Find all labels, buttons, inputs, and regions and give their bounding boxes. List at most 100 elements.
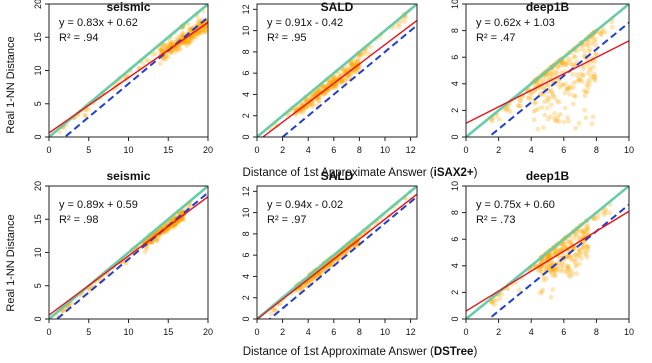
data-point bbox=[579, 79, 585, 84]
data-point bbox=[307, 279, 312, 285]
y-axis-label-bottom: Real 1-NN Distance bbox=[5, 214, 17, 311]
data-point bbox=[567, 269, 572, 275]
x-tick-label: 6 bbox=[331, 145, 336, 155]
data-point bbox=[574, 271, 580, 276]
data-point bbox=[585, 226, 590, 232]
data-point bbox=[543, 266, 549, 271]
data-point bbox=[155, 235, 161, 241]
r-squared-label: R² = .98 bbox=[59, 214, 98, 226]
data-point bbox=[554, 98, 560, 104]
data-point bbox=[323, 84, 328, 89]
data-point bbox=[181, 217, 187, 223]
data-point bbox=[202, 29, 208, 35]
panel-SALD-iSAX2+: 0 2 4 6 8 10 12 0 2 4 6 8 10 12 SALD y = 0.91x - 0.42 R²… bbox=[241, 0, 418, 155]
data-point bbox=[170, 41, 176, 47]
data-point bbox=[578, 46, 584, 52]
data-point bbox=[268, 311, 274, 317]
data-point bbox=[541, 85, 547, 90]
data-point bbox=[569, 257, 575, 263]
data-point bbox=[549, 71, 555, 77]
data-point bbox=[565, 115, 570, 121]
data-point bbox=[532, 139, 537, 144]
panel-title: deep1B bbox=[526, 169, 570, 183]
y-tick-label: 0 bbox=[450, 316, 460, 321]
data-point bbox=[564, 254, 570, 259]
data-point bbox=[548, 267, 554, 273]
data-point bbox=[174, 47, 180, 53]
lower-bound-line bbox=[487, 203, 629, 319]
data-point bbox=[188, 39, 193, 44]
data-point bbox=[345, 66, 351, 72]
data-point bbox=[343, 75, 348, 81]
data-point bbox=[561, 244, 567, 250]
data-point bbox=[342, 68, 347, 73]
data-point bbox=[603, 210, 608, 216]
data-point bbox=[331, 75, 337, 80]
data-point bbox=[582, 250, 587, 256]
data-point bbox=[573, 262, 579, 267]
data-point bbox=[580, 42, 586, 48]
data-point bbox=[597, 29, 603, 35]
data-point bbox=[577, 246, 583, 252]
data-point bbox=[518, 98, 523, 104]
panel-title: deep1B bbox=[526, 0, 570, 14]
data-point bbox=[531, 117, 537, 123]
data-point bbox=[585, 43, 591, 48]
data-point bbox=[272, 307, 278, 313]
data-point bbox=[572, 54, 578, 60]
data-point bbox=[189, 35, 195, 41]
data-point bbox=[545, 82, 551, 88]
data-point bbox=[581, 66, 586, 72]
data-point bbox=[195, 30, 201, 35]
data-point bbox=[330, 76, 336, 82]
data-point bbox=[167, 38, 173, 44]
panel-title: SALD bbox=[321, 169, 354, 183]
data-point bbox=[310, 93, 316, 99]
data-point bbox=[330, 77, 335, 83]
data-point bbox=[544, 105, 550, 111]
data-point bbox=[178, 47, 183, 52]
data-point bbox=[565, 254, 571, 260]
data-point bbox=[316, 98, 322, 103]
data-point bbox=[322, 91, 328, 97]
data-point bbox=[579, 245, 585, 251]
data-point bbox=[163, 53, 169, 59]
data-point bbox=[541, 277, 547, 283]
y-tick-label: 5 bbox=[33, 283, 43, 288]
y-tick-label: 10 bbox=[450, 0, 460, 9]
data-point bbox=[539, 269, 544, 275]
data-point bbox=[353, 59, 359, 64]
data-point bbox=[591, 34, 596, 40]
data-point bbox=[568, 274, 573, 280]
lower-bound-line bbox=[487, 21, 629, 137]
data-point bbox=[177, 211, 183, 217]
data-point bbox=[567, 239, 572, 245]
data-point bbox=[489, 118, 495, 124]
data-point bbox=[578, 71, 583, 77]
data-point bbox=[168, 50, 174, 56]
data-point bbox=[547, 89, 552, 94]
data-point bbox=[589, 41, 595, 47]
data-point bbox=[568, 267, 574, 273]
data-point bbox=[162, 45, 168, 51]
data-point bbox=[189, 37, 195, 43]
data-point bbox=[553, 248, 558, 254]
data-point bbox=[321, 84, 327, 90]
data-point bbox=[548, 114, 553, 120]
data-point bbox=[552, 273, 557, 279]
data-point bbox=[562, 81, 568, 87]
data-point bbox=[546, 116, 551, 122]
data-point bbox=[341, 66, 346, 72]
data-point bbox=[585, 70, 591, 76]
plot-area bbox=[257, 4, 417, 137]
data-point bbox=[601, 212, 607, 218]
x-axis-label-bottom: Distance of 1st Approximate Answer (DSTr… bbox=[243, 346, 478, 358]
data-point bbox=[321, 89, 327, 95]
data-point bbox=[352, 69, 358, 75]
data-point bbox=[494, 297, 500, 303]
x-tick-label: 5 bbox=[86, 145, 91, 155]
data-point bbox=[561, 242, 566, 248]
data-point bbox=[548, 87, 554, 92]
data-point bbox=[342, 69, 348, 74]
regression-equation: y = 0.62x + 1.03 bbox=[476, 17, 555, 29]
